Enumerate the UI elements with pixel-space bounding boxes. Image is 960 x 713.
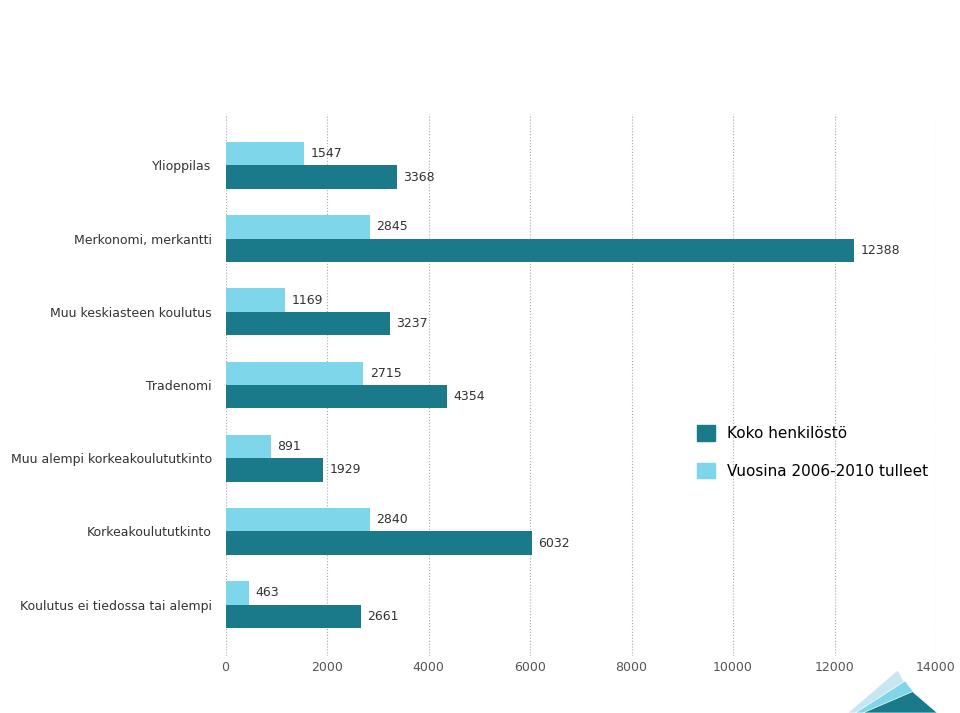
Text: 1169: 1169 xyxy=(292,294,323,307)
Text: 891: 891 xyxy=(277,440,301,453)
Bar xyxy=(226,581,249,605)
Text: 1929: 1929 xyxy=(330,463,362,476)
Text: 1547: 1547 xyxy=(311,147,343,160)
Polygon shape xyxy=(863,692,938,713)
Text: Finanssialan henkilöstö koulutuksen mukaan 2010: Finanssialan henkilöstö koulutuksen muka… xyxy=(29,36,900,66)
Text: 2661: 2661 xyxy=(368,610,398,623)
Bar xyxy=(226,312,390,335)
Text: 3237: 3237 xyxy=(396,317,428,330)
Text: 2845: 2845 xyxy=(376,220,408,233)
Bar xyxy=(226,239,854,262)
Text: 12388: 12388 xyxy=(861,244,900,257)
Bar xyxy=(226,165,396,189)
Bar xyxy=(226,605,361,628)
Text: 6032: 6032 xyxy=(539,537,570,550)
Bar xyxy=(226,288,285,312)
Bar xyxy=(226,458,324,482)
Polygon shape xyxy=(855,681,930,713)
Text: 2715: 2715 xyxy=(370,366,401,380)
Text: 4354: 4354 xyxy=(453,390,485,404)
Bar xyxy=(226,361,364,385)
Bar xyxy=(226,142,304,165)
Bar xyxy=(226,215,370,239)
Text: 463: 463 xyxy=(255,587,279,600)
Bar xyxy=(226,508,370,531)
Bar xyxy=(226,531,532,555)
Polygon shape xyxy=(848,670,923,713)
Text: 2840: 2840 xyxy=(376,513,408,526)
Bar xyxy=(226,385,446,409)
Legend: Koko henkilöstö, Vuosina 2006-2010 tulleet: Koko henkilöstö, Vuosina 2006-2010 tulle… xyxy=(697,425,928,478)
Text: 3368: 3368 xyxy=(403,170,435,183)
Bar xyxy=(226,435,271,458)
